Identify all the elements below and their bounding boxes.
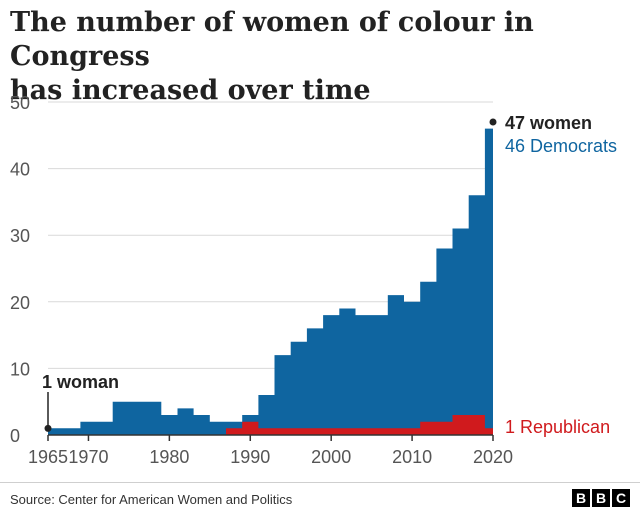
x-tick-label: 2020 bbox=[473, 447, 513, 467]
y-tick-label: 20 bbox=[10, 293, 30, 313]
end-point-marker bbox=[489, 118, 497, 126]
start-point-marker bbox=[44, 424, 52, 432]
x-tick-label: 1990 bbox=[230, 447, 270, 467]
logo-letter-c: C bbox=[612, 489, 630, 507]
x-tick-label: 2000 bbox=[311, 447, 351, 467]
x-tick-label: 1980 bbox=[149, 447, 189, 467]
start-annotation-label: 1 woman bbox=[42, 372, 119, 392]
x-tick-label: 1970 bbox=[68, 447, 108, 467]
democrats-area bbox=[48, 128, 493, 435]
end-republicans-label: 1 Republican bbox=[505, 417, 610, 437]
y-tick-label: 40 bbox=[10, 160, 30, 180]
source-note: Source: Center for American Women and Po… bbox=[10, 492, 293, 507]
bbc-logo: B B C bbox=[572, 489, 630, 507]
y-tick-label: 10 bbox=[10, 359, 30, 379]
chart-title: The number of women of colour in Congres… bbox=[10, 6, 630, 108]
y-tick-label: 30 bbox=[10, 226, 30, 246]
footer: Source: Center for American Women and Po… bbox=[0, 482, 640, 515]
area-chart: 0 10 20 30 40 50 1965 1970 1980 1990 2000 2010 2020 1… bbox=[10, 93, 617, 467]
y-tick-label: 50 bbox=[10, 93, 30, 113]
logo-letter-b1: B bbox=[572, 489, 590, 507]
title-line-2: has increased over time bbox=[10, 75, 371, 106]
logo-letter-b2: B bbox=[592, 489, 610, 507]
x-tick-label: 1965 bbox=[28, 447, 68, 467]
title-line-1: The number of women of colour in Congres… bbox=[10, 7, 534, 72]
end-democrats-label: 46 Democrats bbox=[505, 136, 617, 156]
y-tick-label: 0 bbox=[10, 426, 20, 446]
end-total-label: 47 women bbox=[505, 113, 592, 133]
x-tick-label: 2010 bbox=[392, 447, 432, 467]
republicans-area bbox=[226, 415, 493, 435]
